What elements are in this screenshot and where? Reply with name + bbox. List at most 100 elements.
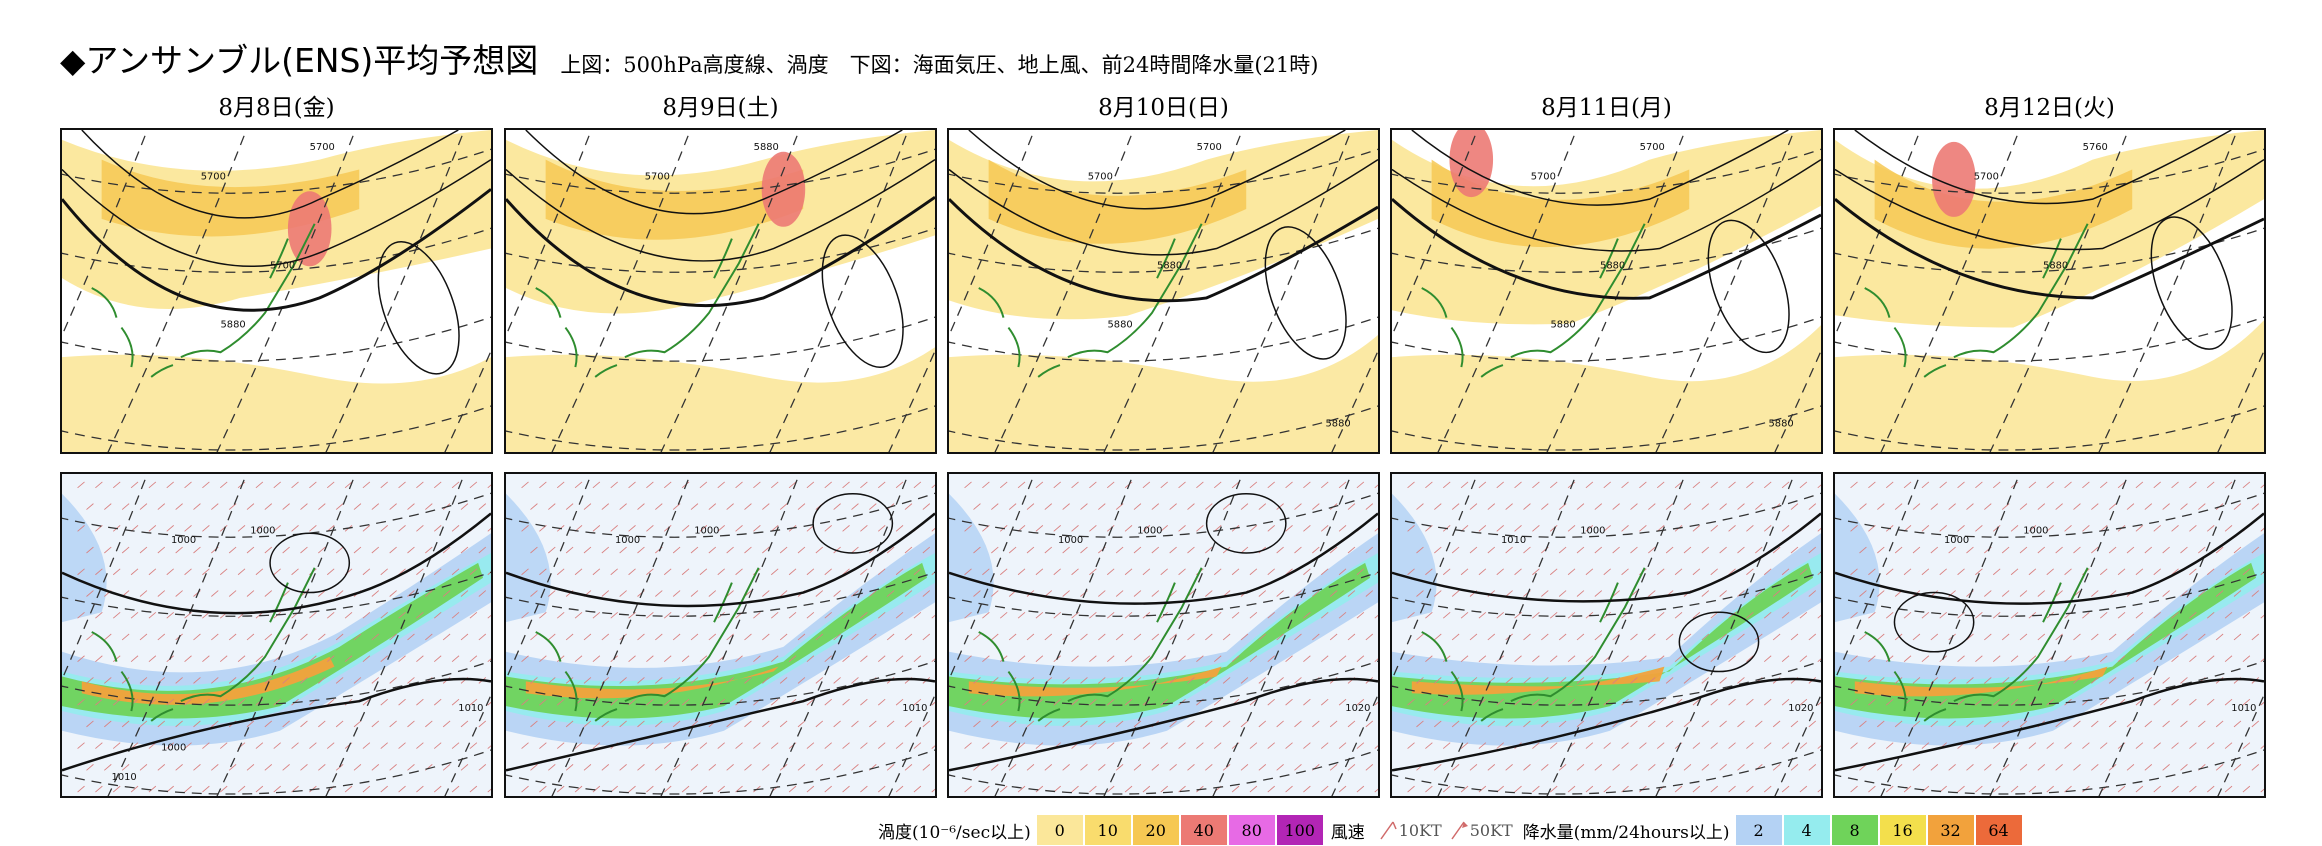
contour-label: 5700 — [270, 260, 295, 271]
precipitation-shading — [1392, 493, 1821, 746]
lower-surface-panel: 1000 1000 1020 — [947, 472, 1380, 798]
high-vorticity-area — [761, 151, 806, 227]
contour-label: 5880 — [754, 142, 779, 153]
japan-coastline — [535, 223, 760, 378]
isobar-label: 1000 — [615, 535, 640, 546]
isobar-label: 1000 — [1580, 525, 1605, 536]
contour-label: 5760 — [2083, 142, 2108, 153]
isobars — [949, 493, 1378, 772]
lower-surface-panel: 1000 1000 1010 — [1833, 472, 2266, 798]
precipitation-shading — [506, 493, 935, 746]
isobars — [1392, 512, 1821, 772]
upper-500hpa-panel: 5700 5700 5880 5880 5880 — [947, 128, 1380, 454]
height-contours — [506, 130, 935, 368]
legend-swatch: 8 — [1831, 815, 1878, 845]
panel-date-label: 8月12日(火) — [1984, 95, 2115, 121]
upper-map: 5700 5700 5700 5880 — [62, 130, 491, 452]
isobar-label: 1000 — [694, 525, 719, 536]
vorticity-shading — [506, 130, 935, 452]
japan-coastline — [978, 223, 1203, 378]
legend-swatch: 100 — [1276, 815, 1323, 845]
isobar-label: 1010 — [458, 703, 483, 714]
wind-10kt-label: 10KT — [1398, 820, 1442, 840]
height-contours — [1392, 130, 1821, 354]
isobar-label: 1000 — [2023, 525, 2048, 536]
isobar-label: 1010 — [2231, 703, 2256, 714]
legend: 渦度(10⁻⁶/sec以上) 0 10 20 40 80 100 風速 10KT 50KT… — [878, 814, 2024, 846]
upper-map: 5700 5700 5880 5880 5880 — [1392, 130, 1821, 452]
legend-swatch: 40 — [1180, 815, 1227, 845]
contour-label: 5880 — [1551, 320, 1576, 331]
latlon-grid — [62, 130, 491, 452]
legend-swatch: 4 — [1783, 815, 1830, 845]
latlon-grid — [506, 130, 935, 452]
vorticity-shading — [1835, 130, 2264, 452]
header: ◆アンサンブル(ENS)平均予想図 上図：500hPa高度線、渦度 下図：海面気… — [60, 34, 1318, 82]
isobar-label: 1000 — [1944, 535, 1969, 546]
surface-wind-barbs — [1850, 481, 2264, 793]
japan-coastline — [1864, 223, 2089, 378]
contour-label: 5700 — [1640, 142, 1665, 153]
vorticity-scale: 0 10 20 40 80 100 — [1036, 815, 1325, 845]
legend-swatch: 20 — [1132, 815, 1179, 845]
japan-coastline — [91, 567, 316, 722]
high-vorticity-area — [287, 191, 332, 267]
surface-wind-barbs — [77, 481, 491, 793]
legend-swatch: 0 — [1036, 815, 1083, 845]
latlon-grid — [949, 130, 1378, 452]
lower-map: 1010 1000 1020 — [1392, 474, 1821, 796]
isobar-label: 1020 — [1345, 703, 1370, 714]
high-vorticity-area — [1449, 130, 1494, 198]
isobar-label: 1010 — [902, 703, 927, 714]
isobar-label: 1000 — [161, 743, 186, 754]
isobars — [62, 512, 491, 772]
contour-label: 5700 — [645, 171, 670, 182]
wind-50kt-label: 50KT — [1469, 820, 1513, 840]
panel-date-label: 8月9日(土) — [662, 95, 779, 121]
isobar-label: 1010 — [112, 772, 137, 783]
contour-label: 5700 — [1531, 171, 1556, 182]
lower-map: 1000 1000 1010 — [1835, 474, 2264, 796]
height-contours — [949, 130, 1378, 360]
wind-legend-label: 風速 — [1330, 822, 1365, 843]
legend-swatch: 16 — [1879, 815, 1926, 845]
lower-map: 1000 1000 1010 1000 1010 — [62, 474, 491, 796]
japan-coastline — [1421, 223, 1646, 378]
contour-label: 5880 — [2043, 260, 2068, 271]
precipitation-shading — [949, 493, 1378, 746]
lower-map: 1000 1000 1020 — [949, 474, 1378, 796]
latlon-grid — [1835, 130, 2264, 452]
contour-label: 5880 — [1600, 260, 1625, 271]
contour-label: 5880 — [1108, 320, 1133, 331]
legend-swatch: 2 — [1735, 815, 1782, 845]
page-title: ◆アンサンブル(ENS)平均予想図 — [60, 41, 539, 80]
contour-label: 5880 — [1768, 418, 1793, 429]
upper-500hpa-panel: 5700 5700 5880 5880 5880 — [1390, 128, 1823, 454]
isobar-label: 1000 — [250, 525, 275, 536]
wind-10kt-icon: 10KT — [1379, 819, 1442, 841]
contour-label: 5700 — [201, 171, 226, 182]
contour-label: 5700 — [310, 142, 335, 153]
height-contours — [1835, 130, 2264, 350]
latlon-grid — [1392, 474, 1821, 796]
isobar-label: 1020 — [1788, 703, 1813, 714]
contour-label: 5700 — [1974, 171, 1999, 182]
japan-coastline — [1421, 567, 1646, 722]
vorticity-shading — [1392, 130, 1821, 452]
precipitation-shading — [62, 493, 491, 746]
precipitation-shading — [1835, 493, 2264, 746]
lower-surface-panel: 1010 1000 1020 — [1390, 472, 1823, 798]
vorticity-legend-label: 渦度(10⁻⁶/sec以上) — [878, 822, 1031, 843]
upper-500hpa-panel: 5700 5880 — [504, 128, 937, 454]
page-subtitle: 上図：500hPa高度線、渦度 下図：海面気圧、地上風、前24時間降水量(21時… — [560, 53, 1319, 77]
latlon-grid — [1392, 130, 1821, 452]
panel-date-label: 8月11日(月) — [1541, 95, 1672, 121]
legend-swatch: 80 — [1228, 815, 1275, 845]
contour-label: 5880 — [1325, 418, 1350, 429]
contour-label: 5700 — [1088, 171, 1113, 182]
latlon-grid — [506, 474, 935, 796]
japan-coastline — [535, 567, 760, 722]
latlon-grid — [62, 474, 491, 796]
legend-swatch: 64 — [1975, 815, 2022, 845]
upper-map: 5700 5760 5880 — [1835, 130, 2264, 452]
